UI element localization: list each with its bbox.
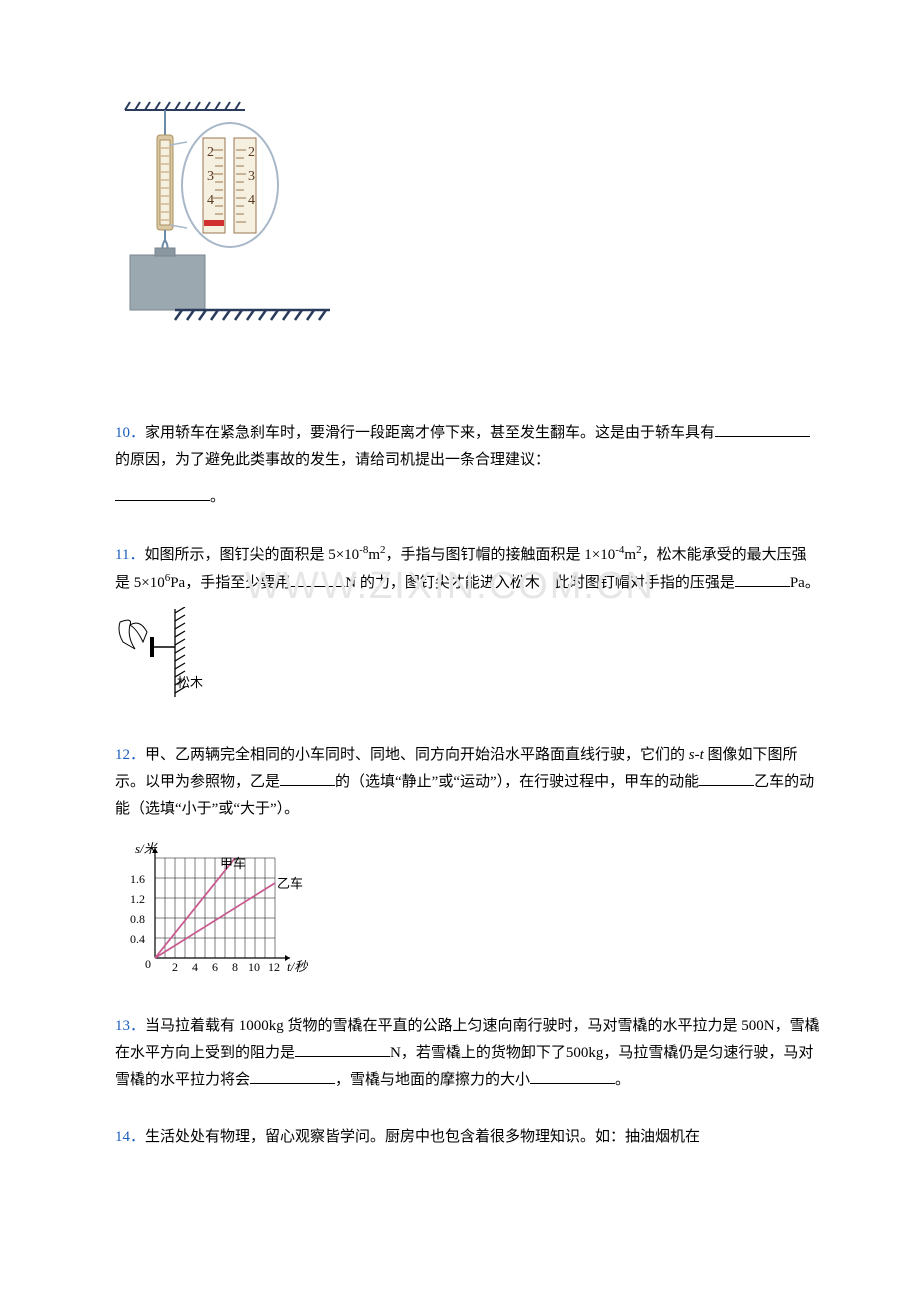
svg-text:0.4: 0.4 (130, 932, 145, 946)
svg-text:4: 4 (192, 960, 198, 974)
st-chart: 0.4 0.8 1.2 1.6 0 2 4 6 8 10 12 s/米 t/秒 … (115, 833, 315, 983)
svg-text:2: 2 (207, 145, 214, 160)
svg-text:甲车: 甲车 (220, 856, 246, 871)
q10-text1: 家用轿车在紧急刹车时，要滑行一段距离才停下来，甚至发生翻车。这是由于轿车具有 (145, 425, 715, 441)
q10-text2: 的原因，为了避免此类事故的发生，请给司机提出一条合理建议： (115, 452, 550, 468)
svg-text:s/米: s/米 (135, 841, 159, 856)
svg-text:1.2: 1.2 (130, 892, 145, 906)
svg-text:0: 0 (145, 957, 151, 971)
svg-text:3: 3 (207, 169, 214, 184)
svg-text:0.8: 0.8 (130, 912, 145, 926)
svg-text:t/秒: t/秒 (287, 959, 308, 974)
question-14: 14．生活处处有物理，留心观察皆学问。厨房中也包含着很多物理知识。如：抽油烟机在 (115, 1124, 820, 1151)
svg-text:12: 12 (268, 960, 280, 974)
svg-text:松木: 松木 (177, 675, 203, 690)
q10-text3: 。 (210, 489, 225, 505)
question-10: 10．家用轿车在紧急刹车时，要滑行一段距离才停下来，甚至发生翻车。这是由于轿车具… (115, 420, 820, 511)
svg-text:1.6: 1.6 (130, 872, 145, 886)
question-number: 11． (115, 547, 144, 563)
svg-text:10: 10 (248, 960, 260, 974)
question-12: 12．甲、乙两辆完全相同的小车同时、同地、同方向开始沿水平路面直线行驶，它们的 … (115, 742, 820, 983)
svg-text:3: 3 (248, 169, 255, 184)
question-13: 13．当马拉着载有 1000kg 货物的雪橇在平直的公路上匀速向南行驶时，马对雪… (115, 1013, 820, 1094)
svg-text:6: 6 (212, 960, 218, 974)
blank (715, 436, 810, 437)
svg-text:4: 4 (207, 193, 214, 208)
diagram-spring-scale: 2 3 4 2 3 4 (115, 100, 820, 390)
question-number: 10． (115, 425, 145, 441)
svg-text:乙车: 乙车 (277, 876, 303, 891)
svg-text:4: 4 (248, 193, 255, 208)
diagram-thumbtack: 松木 (115, 607, 225, 702)
question-number: 13． (115, 1018, 145, 1034)
question-number: 12． (115, 747, 145, 763)
blank (115, 500, 210, 501)
svg-text:8: 8 (232, 960, 238, 974)
q11-text1: 如图所示，图钉尖的面积是 5×10 (144, 547, 359, 563)
question-11: 11．如图所示，图钉尖的面积是 5×10-8m2，手指与图钉帽的接触面积是 1×… (115, 541, 820, 712)
svg-text:2: 2 (172, 960, 178, 974)
svg-text:2: 2 (248, 145, 255, 160)
question-number: 14． (115, 1129, 145, 1145)
